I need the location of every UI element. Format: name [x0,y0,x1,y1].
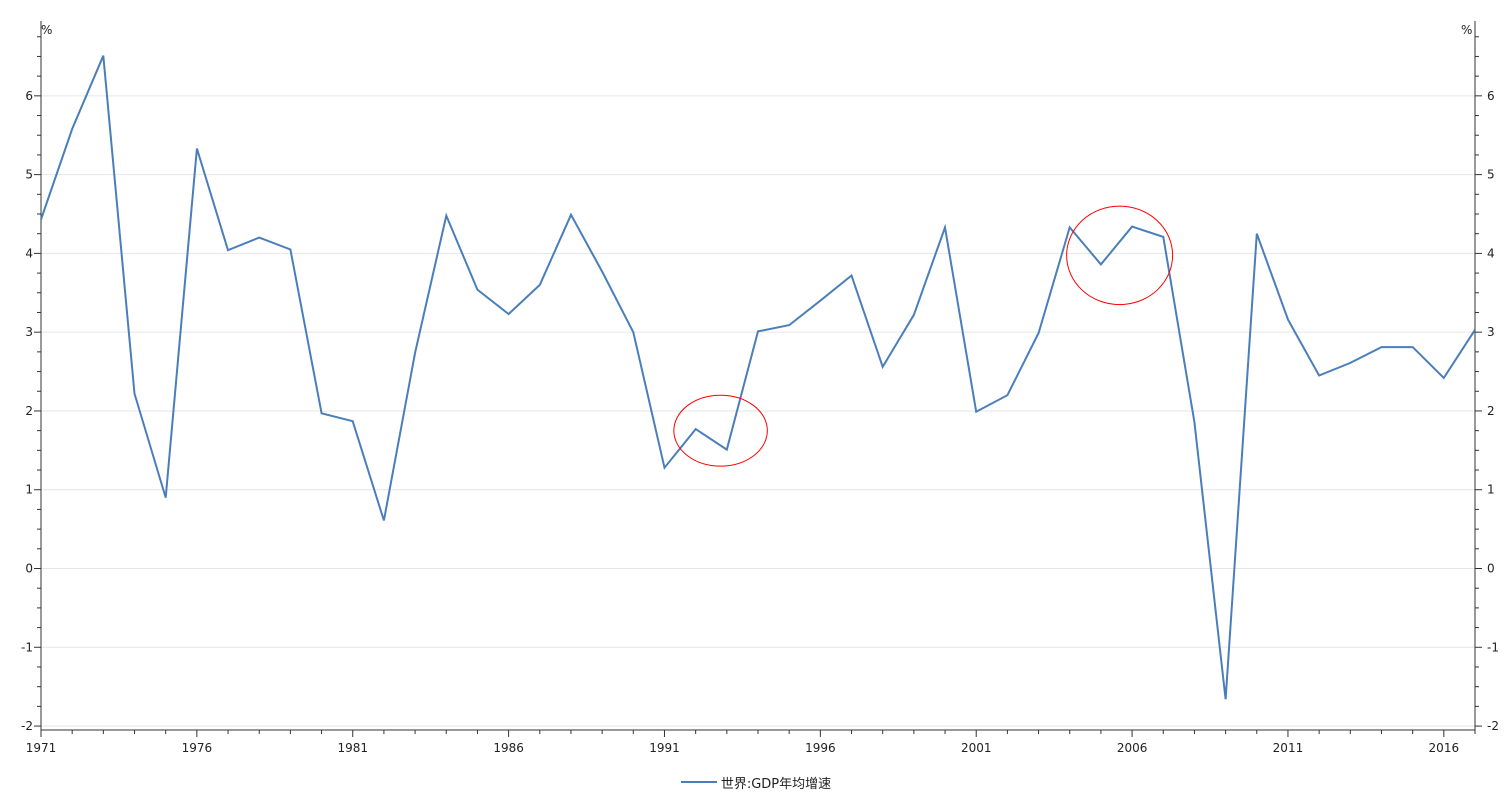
x-tick-label: 2016 [1429,741,1460,755]
x-tick-label: 2011 [1273,741,1304,755]
y-tick-label-right: 2 [1487,404,1495,418]
y-tick-label-right: 0 [1487,562,1495,576]
x-tick-label: 1971 [26,741,57,755]
y-tick-label-left: 3 [25,325,33,339]
axis-ticks [34,36,1482,737]
y-tick-label-right: 3 [1487,325,1495,339]
y-tick-label-right: 5 [1487,168,1495,182]
axes [40,21,1476,731]
y-tick-label-left: 6 [25,89,33,103]
y-tick-label-left: 5 [25,168,33,182]
y-tick-label-left: 2 [25,404,33,418]
x-tick-label: 1991 [649,741,680,755]
y-tick-label-left: 4 [25,246,33,260]
left-unit-label: % [41,23,52,37]
highlight-ellipse [1066,205,1174,306]
gridlines [41,95,1475,727]
y-tick-label-left: -1 [21,640,33,654]
x-tick-label: 2006 [1117,741,1148,755]
y-tick-label-right: 6 [1487,89,1495,103]
tick-labels: -2 -2 -1 -1 0 0 1 1 2 2 3 3 4 4 5 5 6 6 1971 1976 1981 1986 19… [21,89,1499,755]
x-tick-label: 1981 [337,741,368,755]
x-tick-label: 1996 [805,741,836,755]
y-tick-label-right: 4 [1487,246,1495,260]
x-tick-label: 2001 [961,741,992,755]
legend-swatch [680,781,717,783]
highlight-ellipse [673,394,768,467]
x-tick-label: 1976 [182,741,213,755]
y-tick-label-right: 1 [1487,483,1495,497]
y-tick-label-left: 0 [25,562,33,576]
series-line [40,55,1476,700]
x-tick-label: 1986 [493,741,524,755]
y-tick-label-left: -2 [21,719,33,733]
annotations [673,205,1174,467]
y-tick-label-left: 1 [25,483,33,497]
legend-item: 世界:GDP年均增速 [680,773,832,792]
y-tick-label-right: -1 [1487,640,1499,654]
line-chart: -2 -2 -1 -1 0 0 1 1 2 2 3 3 4 4 5 5 6 6 1971 1976 1981 1986 19… [21,21,1499,755]
legend-label: 世界:GDP年均增速 [720,776,832,792]
right-unit-label: % [1461,23,1472,37]
y-tick-label-right: -2 [1487,719,1499,733]
series-lines [40,55,1476,700]
legend: 世界:GDP年均增速 [0,770,1512,794]
